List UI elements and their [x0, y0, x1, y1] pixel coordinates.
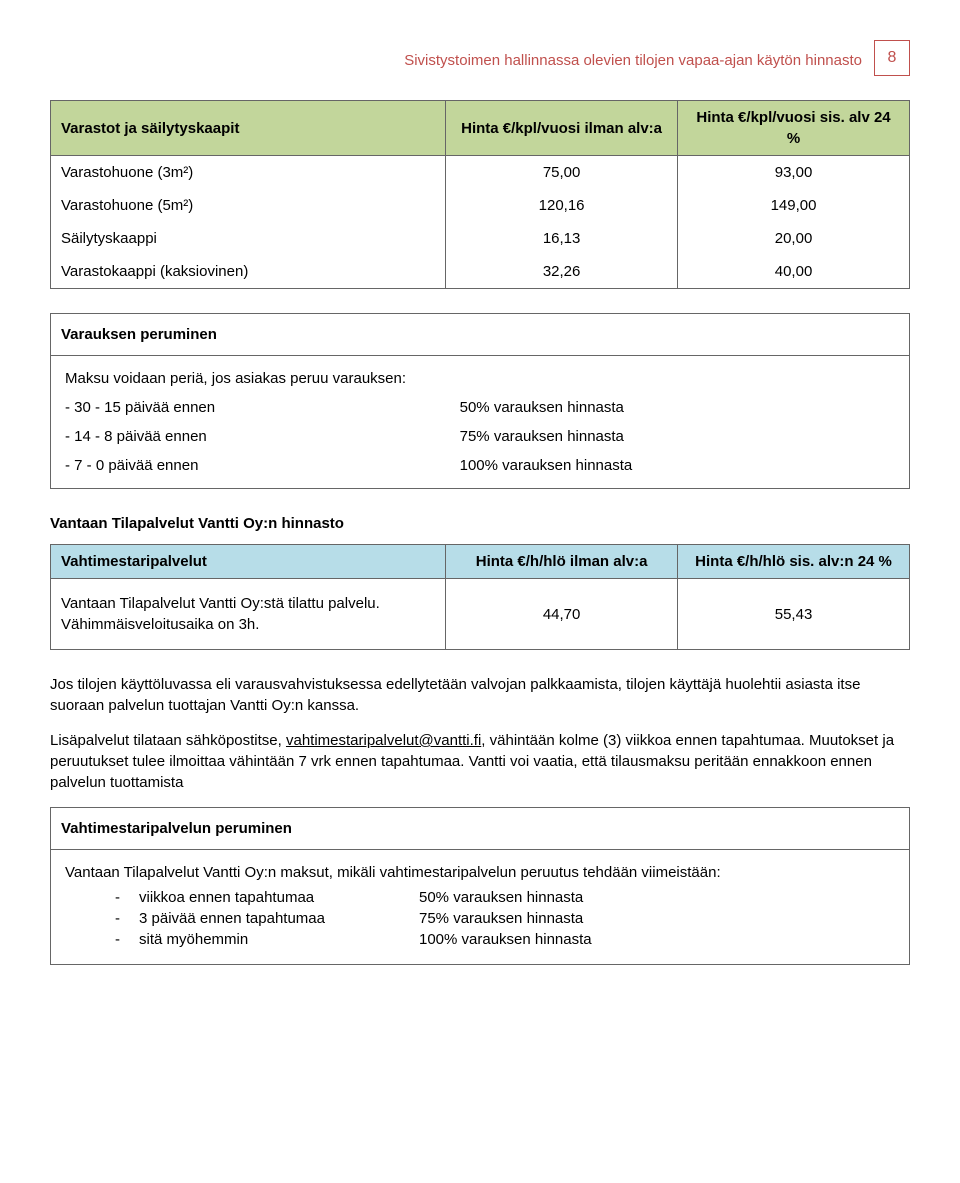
cell-value: 149,00: [678, 189, 910, 222]
vahti-cancel-intro: Vantaan Tilapalvelut Vantti Oy:n maksut,…: [51, 850, 910, 888]
cell-value: 75,00: [446, 156, 678, 190]
table-row: Varastohuone (5m²) 120,16 149,00: [51, 189, 910, 222]
vahti-header-col1: Vahtimestaripalvelut: [51, 545, 446, 579]
cell-value: 93,00: [678, 156, 910, 190]
cell-label: Varastokaappi (kaksiovinen): [51, 255, 446, 289]
storage-table: Varastot ja säilytyskaapit Hinta €/kpl/v…: [50, 100, 910, 289]
vahti-cancel-list: - viikkoa ennen tapahtumaa 50% varauksen…: [65, 887, 895, 950]
dash-icon: -: [115, 929, 139, 950]
cell-label: Vantaan Tilapalvelut Vantti Oy:stä tilat…: [51, 579, 446, 650]
list-label: 3 päivää ennen tapahtumaa: [139, 908, 419, 929]
cell-value: 100% varauksen hinnasta: [446, 451, 910, 489]
table-row: Säilytyskaappi 16,13 20,00: [51, 222, 910, 255]
cell-label: - 14 - 8 päivää ennen: [51, 422, 446, 451]
list-item: - 3 päivää ennen tapahtumaa 75% varaukse…: [115, 908, 895, 929]
storage-header-col2: Hinta €/kpl/vuosi ilman alv:a: [446, 101, 678, 156]
cell-label: - 30 - 15 päivää ennen: [51, 393, 446, 422]
cancellation-header: Varauksen peruminen: [51, 314, 910, 356]
list-value: 100% varauksen hinnasta: [419, 929, 592, 950]
cell-value: 20,00: [678, 222, 910, 255]
cell-label: Säilytyskaappi: [51, 222, 446, 255]
email-link[interactable]: vahtimestaripalvelut@vantti.fi: [286, 732, 481, 749]
cell-value: 44,70: [446, 579, 678, 650]
vantti-section-title: Vantaan Tilapalvelut Vantti Oy:n hinnast…: [50, 513, 910, 534]
list-value: 50% varauksen hinnasta: [419, 887, 583, 908]
vahti-header-col2: Hinta €/h/hlö ilman alv:a: [446, 545, 678, 579]
table-row: Varastokaappi (kaksiovinen) 32,26 40,00: [51, 255, 910, 289]
cancellation-intro: Maksu voidaan periä, jos asiakas peruu v…: [51, 356, 910, 394]
page-header: Sivistystoimen hallinnassa olevien tiloj…: [50, 40, 910, 76]
cell-value: 32,26: [446, 255, 678, 289]
list-label: viikkoa ennen tapahtumaa: [139, 887, 419, 908]
list-item: - sitä myöhemmin 100% varauksen hinnasta: [115, 929, 895, 950]
cell-value: 50% varauksen hinnasta: [446, 393, 910, 422]
table-row: - 7 - 0 päivää ennen 100% varauksen hinn…: [51, 451, 910, 489]
cell-value: 55,43: [678, 579, 910, 650]
storage-header-label: Varastot ja säilytyskaapit: [51, 101, 446, 156]
list-item: - viikkoa ennen tapahtumaa 50% varauksen…: [115, 887, 895, 908]
cell-label: Varastohuone (5m²): [51, 189, 446, 222]
vahti-header-col3: Hinta €/h/hlö sis. alv:n 24 %: [678, 545, 910, 579]
list-label: sitä myöhemmin: [139, 929, 419, 950]
table-row: Varastohuone (3m²) 75,00 93,00: [51, 156, 910, 190]
cell-label: Varastohuone (3m²): [51, 156, 446, 190]
storage-header-col3: Hinta €/kpl/vuosi sis. alv 24 %: [678, 101, 910, 156]
vahti-cancel-table: Vahtimestaripalvelun peruminen Vantaan T…: [50, 807, 910, 965]
dash-icon: -: [115, 887, 139, 908]
list-value: 75% varauksen hinnasta: [419, 908, 583, 929]
table-row: - 30 - 15 päivää ennen 50% varauksen hin…: [51, 393, 910, 422]
cell-value: 120,16: [446, 189, 678, 222]
dash-icon: -: [115, 908, 139, 929]
paragraph-1: Jos tilojen käyttöluvassa eli varausvahv…: [50, 674, 910, 716]
cell-value: 16,13: [446, 222, 678, 255]
cell-label: - 7 - 0 päivää ennen: [51, 451, 446, 489]
vahtimestari-table: Vahtimestaripalvelut Hinta €/h/hlö ilman…: [50, 544, 910, 650]
cell-value: 40,00: [678, 255, 910, 289]
cancellation-table: Varauksen peruminen Maksu voidaan periä,…: [50, 313, 910, 489]
paragraph-2: Lisäpalvelut tilataan sähköpostitse, vah…: [50, 730, 910, 793]
page-number-badge: 8: [874, 40, 910, 76]
header-title: Sivistystoimen hallinnassa olevien tiloj…: [404, 40, 862, 71]
table-row: - 14 - 8 päivää ennen 75% varauksen hinn…: [51, 422, 910, 451]
vahti-cancel-header: Vahtimestaripalvelun peruminen: [51, 808, 910, 850]
cell-value: 75% varauksen hinnasta: [446, 422, 910, 451]
paragraph-2a: Lisäpalvelut tilataan sähköpostitse,: [50, 732, 286, 749]
table-row: Vantaan Tilapalvelut Vantti Oy:stä tilat…: [51, 579, 910, 650]
